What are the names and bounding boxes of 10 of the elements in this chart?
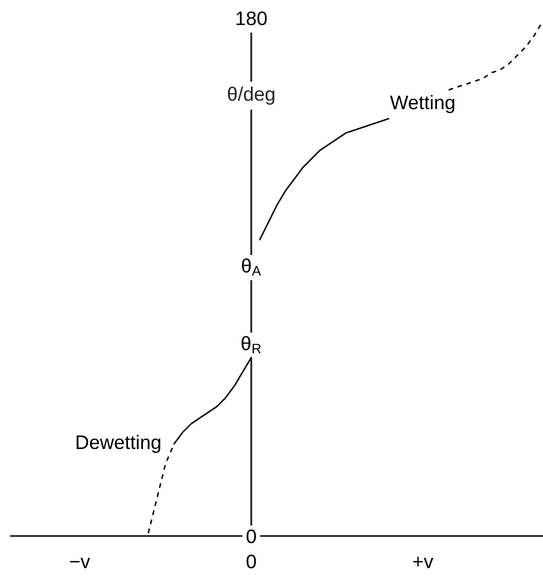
x-tick-label: −v (70, 558, 90, 568)
series-label: Dewetting (76, 434, 160, 453)
line-series (259, 118, 390, 240)
y-tick-label: 180 (236, 11, 267, 26)
y-axis-title: θ/deg (228, 86, 274, 105)
series-label: Wetting (390, 95, 454, 114)
x-tick-label: +v (413, 556, 434, 568)
y-tick-label: θ$_{A}$ (242, 258, 261, 276)
y-tick-label: 0 (246, 529, 256, 544)
y-tick-label: θ$_{R}$ (242, 336, 261, 354)
